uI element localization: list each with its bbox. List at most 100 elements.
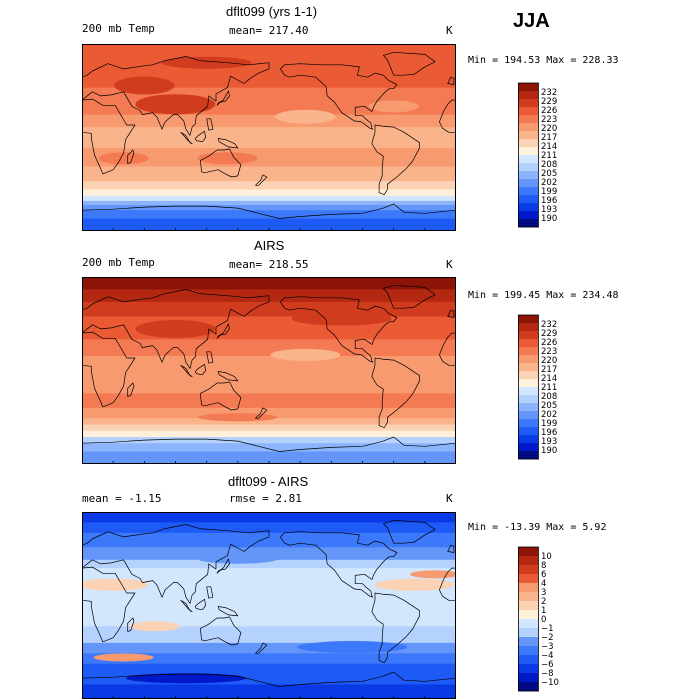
panel2-coastline bbox=[127, 382, 135, 397]
panel2-colorbar-swatch bbox=[518, 347, 538, 356]
panel2-colorbar-swatch bbox=[518, 315, 538, 324]
panel2-coastline bbox=[200, 381, 242, 411]
panel2-warm-anomaly bbox=[197, 413, 278, 422]
panel3-colorbar-tick-label: 0 bbox=[541, 615, 546, 625]
panel2-colorbar-swatch bbox=[518, 379, 538, 388]
panel3-title: dflt099 - AIRS bbox=[228, 474, 309, 489]
panel2-coastline bbox=[255, 407, 268, 419]
panel2-coastline bbox=[280, 296, 398, 363]
panel2-colorbar-tick-label: 214 bbox=[541, 374, 557, 384]
panel3-temperature-band bbox=[82, 597, 456, 627]
panel1-colorbar-swatch bbox=[518, 107, 538, 116]
panel2-colorbar-swatch bbox=[518, 355, 538, 364]
panel2-temperature-band bbox=[82, 407, 456, 419]
panel3-cool-anomaly bbox=[297, 641, 408, 654]
panel2-coastline bbox=[216, 323, 230, 339]
panel1-colorbar-tick-label: 202 bbox=[541, 178, 557, 188]
panel3-coastline bbox=[127, 617, 135, 632]
panel2-temperature-band bbox=[82, 443, 456, 453]
panel1-mean-label: mean= 217.40 bbox=[229, 24, 309, 37]
panel1-colorbar-tick-label: 193 bbox=[541, 205, 557, 215]
panel1-colorbar-tick-label: 208 bbox=[541, 160, 557, 170]
panel1-antarctica-coast bbox=[82, 203, 456, 219]
panel3-colorbar-swatch bbox=[518, 601, 538, 611]
panel2-coastline bbox=[180, 364, 193, 378]
panel3-warm-anomaly bbox=[129, 621, 180, 632]
panel1-temperature-band bbox=[82, 189, 456, 197]
panel2-temperature-band bbox=[82, 430, 456, 438]
panel3-temperature-band bbox=[82, 522, 456, 534]
panel2-colorbar-tick-label: 208 bbox=[541, 392, 557, 402]
panel2-colorbar-tick-label: 205 bbox=[541, 401, 557, 411]
panel2-temperature-band bbox=[82, 418, 456, 426]
panel3-colorbar-tick-label: 6 bbox=[541, 570, 546, 580]
panel1-warm-anomaly bbox=[114, 76, 175, 95]
panel3-coastline bbox=[371, 592, 420, 663]
panel1-warm-anomaly bbox=[135, 94, 216, 115]
panel3-colorbar-tick-label: −3 bbox=[541, 642, 554, 652]
panel1-colorbar-swatch bbox=[518, 131, 538, 140]
panel3-minmax: Min = -13.39 Max = 5.92 bbox=[468, 522, 607, 533]
panel1-colorbar-tick-label: 211 bbox=[541, 151, 557, 161]
panel2-temperature-band bbox=[82, 355, 456, 378]
panel3-coastline bbox=[255, 642, 268, 654]
panel2-temperature-band bbox=[82, 277, 456, 290]
panel3-antarctica-coast bbox=[82, 671, 456, 687]
panel3-colorbar-tick-label: 3 bbox=[541, 588, 546, 598]
panel1-colorbar-tick-label: 226 bbox=[541, 106, 557, 116]
panel1-cool-anomaly bbox=[275, 109, 336, 124]
panel3-temperature-band bbox=[82, 653, 456, 665]
panel1-colorbar-tick-label: 190 bbox=[541, 214, 557, 224]
panel2-coastline bbox=[371, 357, 420, 428]
panel3-coastline bbox=[200, 616, 242, 646]
panel2-colorbar-tick-label: 193 bbox=[541, 437, 557, 447]
panel2-colorbar-swatch bbox=[518, 451, 538, 460]
panel1-colorbar-swatch bbox=[518, 179, 538, 188]
panel3-temperature-band bbox=[82, 559, 456, 569]
panel1-colorbar-swatch bbox=[518, 147, 538, 156]
panel1-coastline bbox=[382, 51, 436, 76]
panel3-temperature-band bbox=[82, 663, 456, 675]
panel1-colorbar-swatch bbox=[518, 139, 538, 148]
panel1-minmax: Min = 194.53 Max = 228.33 bbox=[468, 55, 619, 66]
panel1-colorbar-swatch bbox=[518, 163, 538, 172]
panel3-colorbar-tick-label: 8 bbox=[541, 561, 546, 571]
panel2-coastline bbox=[194, 363, 206, 376]
panel1-colorbar-tick-label: 232 bbox=[541, 88, 557, 98]
panel2-coastlines bbox=[82, 284, 456, 452]
panel3-coastline bbox=[439, 567, 456, 601]
panel1-colorbar-tick-label: 205 bbox=[541, 169, 557, 179]
panel2-temperature-band bbox=[82, 301, 456, 317]
panel2-temperature-band bbox=[82, 339, 456, 357]
panel2-title: AIRS bbox=[254, 238, 285, 253]
panel1-colorbar-swatch bbox=[518, 99, 538, 108]
panel3-colorbar-swatch bbox=[518, 565, 538, 575]
panel1-temperature-band bbox=[82, 166, 456, 182]
panel2-colorbar-tick-label: 226 bbox=[541, 338, 557, 348]
panel2-colorbar-swatch bbox=[518, 331, 538, 340]
panel2-coastline bbox=[439, 332, 456, 366]
panel3-colorbar-swatch bbox=[518, 583, 538, 593]
panel2-warm-anomaly bbox=[291, 311, 392, 326]
panel3-colorbar-swatch bbox=[518, 574, 538, 584]
panel2-colorbar-tick-label: 202 bbox=[541, 410, 557, 420]
panel3-colorbar-tick-label: 1 bbox=[541, 606, 546, 616]
panel2-mean-label: mean= 218.55 bbox=[229, 258, 309, 271]
panel1-coastline bbox=[371, 124, 420, 195]
panel3-colorbar-tick-label: 4 bbox=[541, 579, 546, 589]
panel1-temperature-band bbox=[82, 114, 456, 128]
panel3-coastline bbox=[447, 544, 455, 553]
panel1-variable-label: 200 mb Temp bbox=[82, 22, 155, 35]
panel1-coastline bbox=[216, 90, 230, 106]
panel1-coastline bbox=[255, 174, 268, 186]
panel2-colorbar-swatch bbox=[518, 427, 538, 436]
panel1-colorbar-tick-label: 217 bbox=[541, 133, 557, 143]
panel1-colorbar-tick-label: 199 bbox=[541, 187, 557, 197]
panel3-warm-anomaly bbox=[374, 578, 455, 591]
panel1-warm-anomaly bbox=[161, 56, 252, 69]
panel2-coastline bbox=[217, 371, 239, 382]
panel3-coastline bbox=[180, 599, 193, 613]
panel2-colorbar-tick-label: 211 bbox=[541, 383, 557, 393]
panel1-colorbar-tick-label: 196 bbox=[541, 196, 557, 206]
panel3-colorbar-tick-label: −1 bbox=[541, 624, 554, 634]
